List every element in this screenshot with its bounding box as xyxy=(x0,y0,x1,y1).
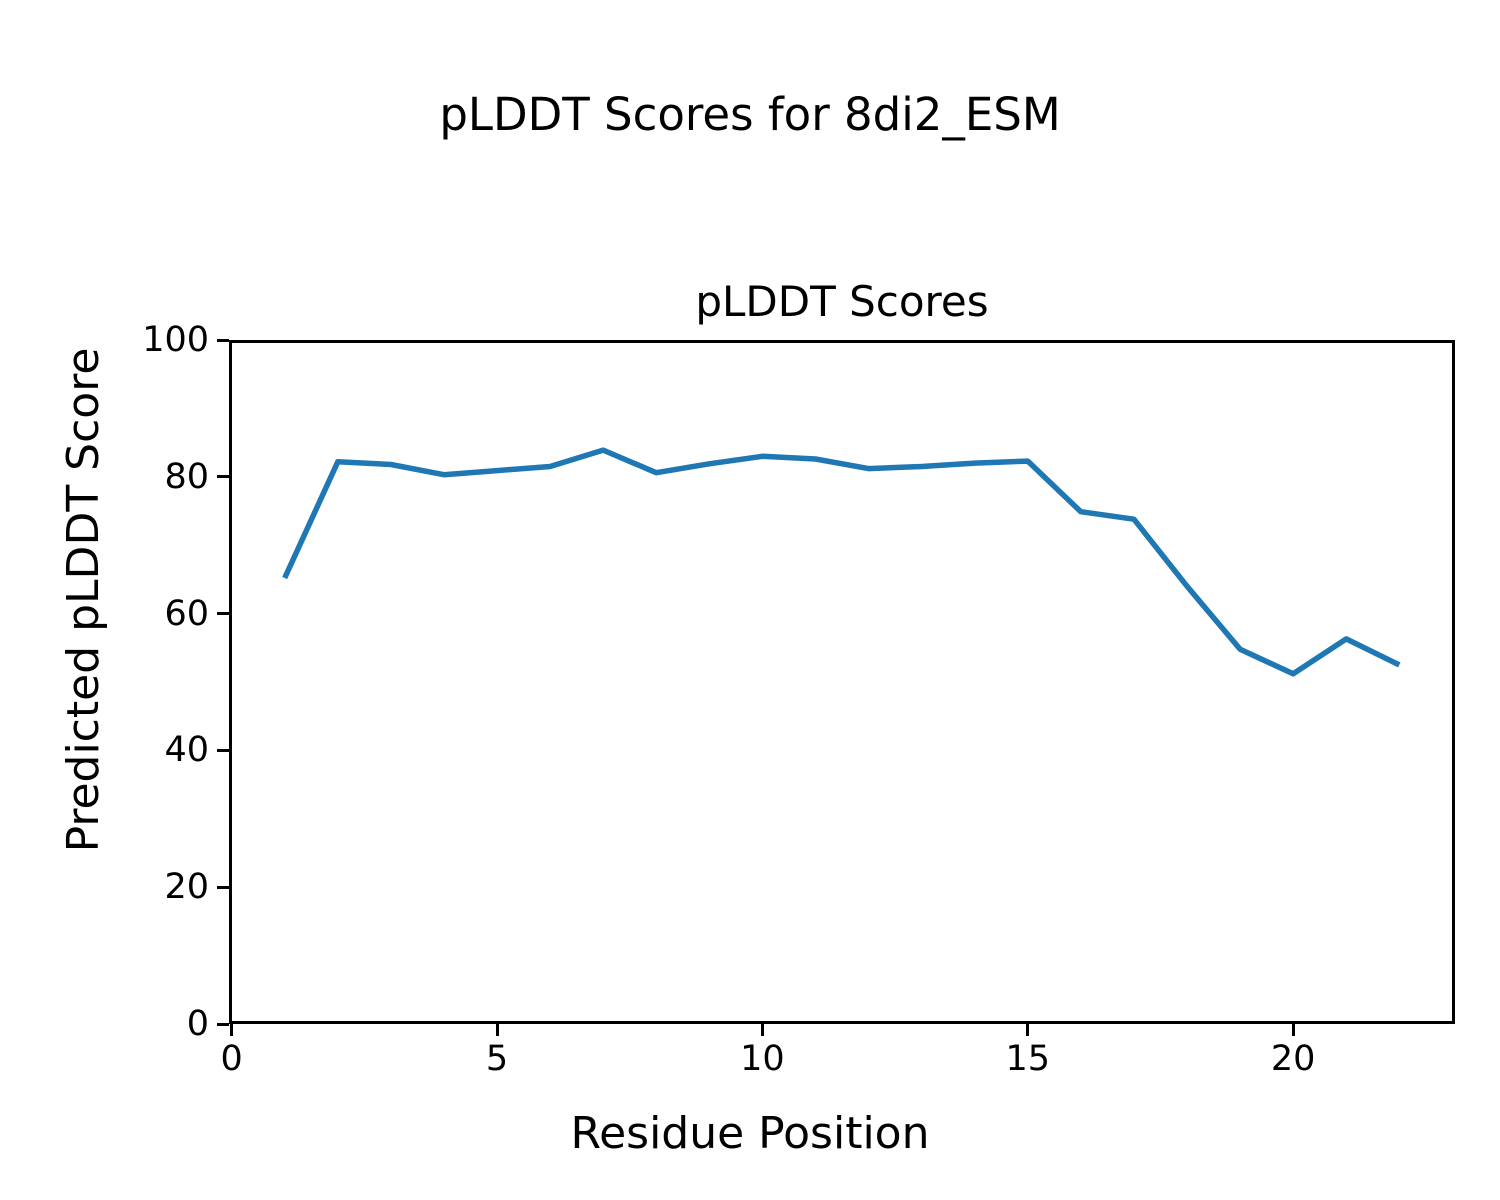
x-tick-label: 15 xyxy=(1005,1039,1051,1079)
x-axis-label: Residue Position xyxy=(570,1108,930,1159)
y-tick-label: 80 xyxy=(164,456,209,497)
y-tick-mark xyxy=(217,475,229,479)
y-tick-label: 0 xyxy=(186,1004,209,1044)
figure-title: pLDDT Scores for 8di2_ESM xyxy=(439,88,1061,141)
y-tick-mark xyxy=(217,748,229,752)
y-tick-mark xyxy=(217,885,229,889)
chart-title: pLDDT Scores xyxy=(695,277,989,326)
y-tick-mark xyxy=(217,612,229,616)
y-tick-label: 100 xyxy=(142,320,209,360)
y-tick-label: 60 xyxy=(164,593,209,634)
y-axis-label: Predicted pLDDT Score xyxy=(58,347,109,853)
x-tick-label: 10 xyxy=(740,1039,785,1079)
x-tick-mark xyxy=(1026,1024,1030,1036)
plddt-line-series xyxy=(282,447,1401,677)
x-tick-mark xyxy=(495,1024,499,1036)
y-tick-label: 20 xyxy=(164,867,209,908)
x-tick-label: 5 xyxy=(485,1039,509,1079)
y-tick-mark xyxy=(217,1022,229,1026)
x-tick-mark xyxy=(1291,1024,1295,1036)
x-tick-mark xyxy=(760,1024,764,1036)
axes-spines xyxy=(229,340,1455,1024)
plddt-line-chart xyxy=(229,340,1455,1024)
x-tick-label: 20 xyxy=(1270,1039,1316,1079)
y-tick-mark xyxy=(217,338,229,342)
x-tick-label: 0 xyxy=(220,1039,243,1079)
y-tick-label: 40 xyxy=(164,730,209,771)
x-tick-mark xyxy=(230,1024,234,1036)
